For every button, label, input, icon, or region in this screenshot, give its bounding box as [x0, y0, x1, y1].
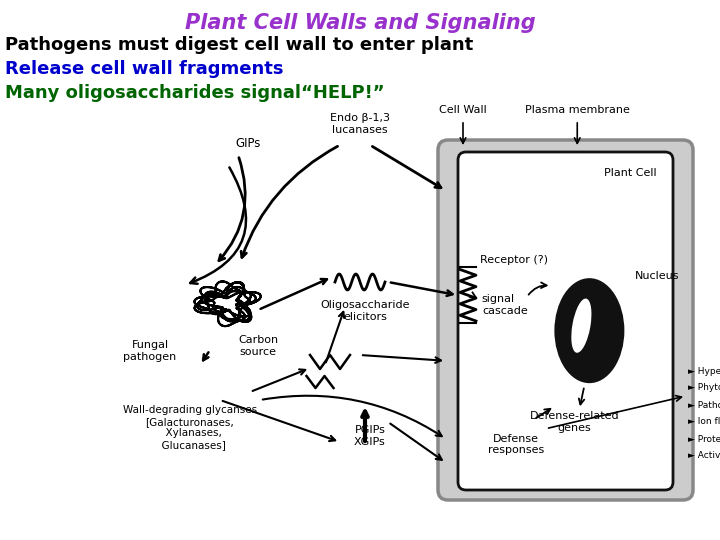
Text: ► Protein phosphorylation: ► Protein phosphorylation: [688, 435, 720, 443]
Text: Pathogens must digest cell wall to enter plant: Pathogens must digest cell wall to enter…: [5, 36, 473, 54]
Ellipse shape: [571, 299, 591, 353]
Text: Receptor (?): Receptor (?): [480, 255, 548, 266]
Text: Carbon
source: Carbon source: [238, 335, 278, 356]
Text: Cell Wall: Cell Wall: [439, 105, 487, 115]
Text: Many oligosaccharides signal“HELP!”: Many oligosaccharides signal“HELP!”: [5, 84, 384, 102]
Text: Fungal
pathogen: Fungal pathogen: [123, 340, 176, 362]
Text: Release cell wall fragments: Release cell wall fragments: [5, 60, 284, 78]
Text: ► Phytoalexin synthesis: ► Phytoalexin synthesis: [688, 383, 720, 393]
Text: PGIPs
XGIPs: PGIPs XGIPs: [354, 426, 386, 447]
FancyArrowPatch shape: [190, 167, 246, 284]
FancyBboxPatch shape: [438, 140, 693, 500]
Text: Defense
responses: Defense responses: [487, 434, 544, 455]
Text: Nucleus: Nucleus: [634, 271, 679, 281]
Text: ► Ion fluxes: ► Ion fluxes: [688, 417, 720, 427]
Text: Oligosaccharide
elicitors: Oligosaccharide elicitors: [320, 300, 410, 322]
Text: Endo β-1,3
lucanases: Endo β-1,3 lucanases: [330, 113, 390, 135]
Text: ► Hypersensitive response: ► Hypersensitive response: [688, 367, 720, 375]
Text: GIPs: GIPs: [235, 137, 261, 150]
Text: Plasma membrane: Plasma membrane: [525, 105, 630, 115]
Text: Plant Cell Walls and Signaling: Plant Cell Walls and Signaling: [184, 13, 536, 33]
Text: Defense-related
genes: Defense-related genes: [530, 411, 619, 433]
Text: Wall-degrading glycanses
[Galacturonases,
  Xylanases,
  Glucanases]: Wall-degrading glycanses [Galacturonases…: [123, 405, 257, 450]
Ellipse shape: [554, 278, 624, 383]
FancyBboxPatch shape: [458, 152, 673, 490]
Text: ► Pathogen-related proteins: ► Pathogen-related proteins: [688, 401, 720, 409]
Text: signal
cascade: signal cascade: [482, 294, 528, 316]
Text: ► Active oxygen production: ► Active oxygen production: [688, 451, 720, 461]
Text: Plant Cell: Plant Cell: [604, 168, 657, 178]
